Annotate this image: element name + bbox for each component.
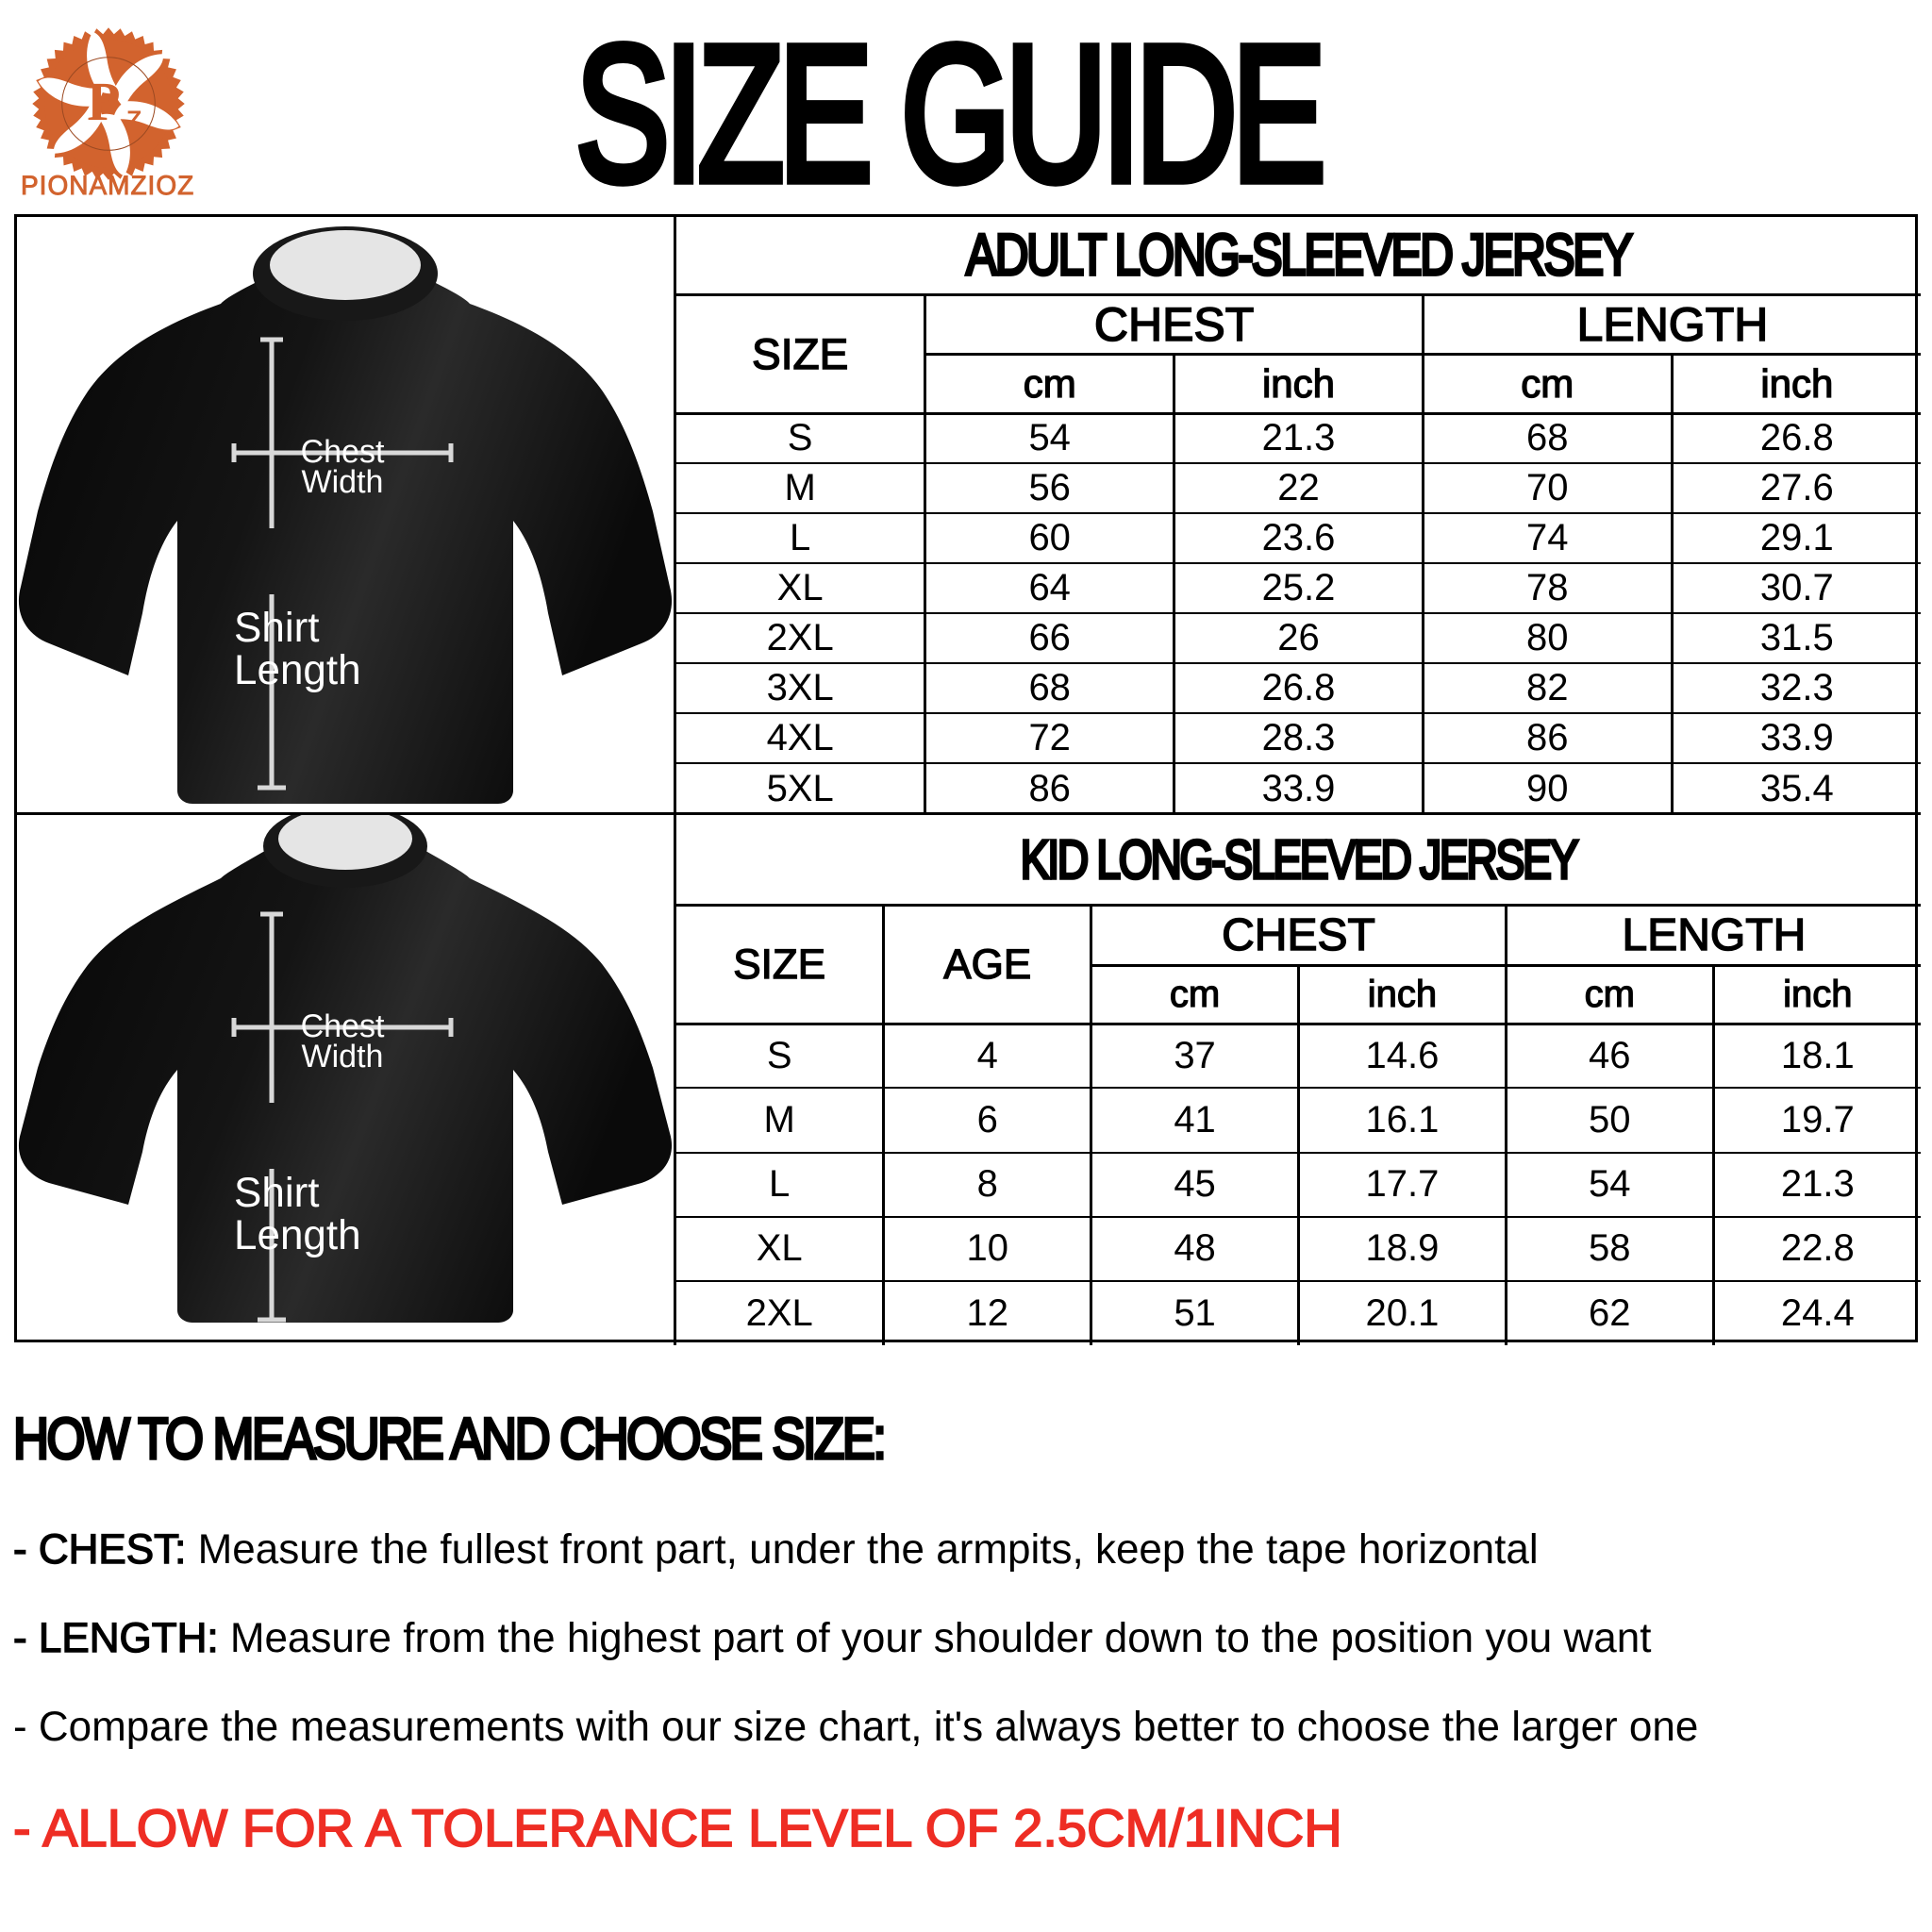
svg-text:Width: Width <box>302 464 384 500</box>
svg-text:Length: Length <box>234 647 361 693</box>
svg-text:Length: Length <box>234 1212 361 1258</box>
svg-text:Shirt: Shirt <box>234 605 319 651</box>
svg-text:Width: Width <box>302 1039 384 1074</box>
svg-text:P: P <box>87 71 120 132</box>
svg-text:Z: Z <box>126 108 142 134</box>
svg-text:Shirt: Shirt <box>234 1170 319 1216</box>
